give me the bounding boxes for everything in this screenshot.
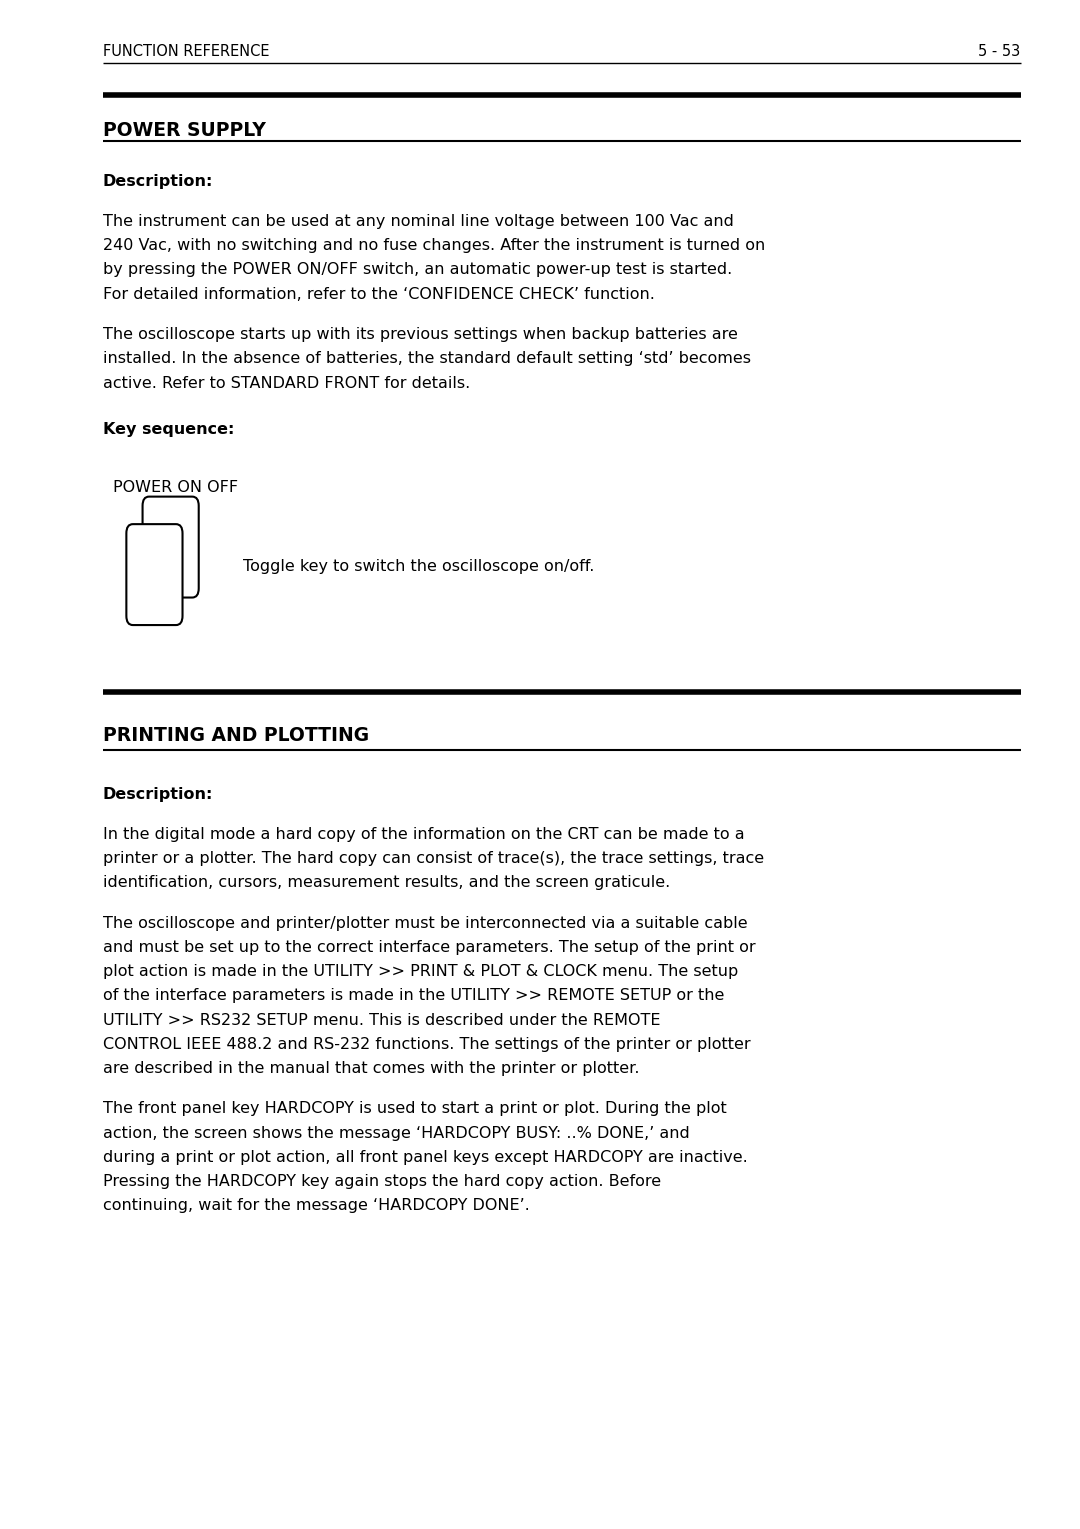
Text: 240 Vac, with no switching and no fuse changes. After the instrument is turned o: 240 Vac, with no switching and no fuse c… xyxy=(103,239,765,254)
Text: PRINTING AND PLOTTING: PRINTING AND PLOTTING xyxy=(103,726,368,745)
FancyBboxPatch shape xyxy=(143,497,199,598)
Text: POWER SUPPLY: POWER SUPPLY xyxy=(103,121,266,139)
Text: The oscilloscope and printer/plotter must be interconnected via a suitable cable: The oscilloscope and printer/plotter mus… xyxy=(103,916,747,931)
Text: action, the screen shows the message ‘HARDCOPY BUSY: ..% DONE,’ and: action, the screen shows the message ‘HA… xyxy=(103,1125,689,1141)
Text: Toggle key to switch the oscilloscope on/off.: Toggle key to switch the oscilloscope on… xyxy=(243,560,594,575)
Text: installed. In the absence of batteries, the standard default setting ‘std’ becom: installed. In the absence of batteries, … xyxy=(103,352,751,367)
Text: POWER ON OFF: POWER ON OFF xyxy=(113,480,239,495)
Text: The oscilloscope starts up with its previous settings when backup batteries are: The oscilloscope starts up with its prev… xyxy=(103,327,738,342)
Text: 5 - 53: 5 - 53 xyxy=(978,44,1021,60)
Text: For detailed information, refer to the ‘CONFIDENCE CHECK’ function.: For detailed information, refer to the ‘… xyxy=(103,286,654,301)
Text: UTILITY >> RS232 SETUP menu. This is described under the REMOTE: UTILITY >> RS232 SETUP menu. This is des… xyxy=(103,1012,660,1027)
Text: In the digital mode a hard copy of the information on the CRT can be made to a: In the digital mode a hard copy of the i… xyxy=(103,827,744,842)
Text: are described in the manual that comes with the printer or plotter.: are described in the manual that comes w… xyxy=(103,1061,639,1076)
Text: CONTROL IEEE 488.2 and RS-232 functions. The settings of the printer or plotter: CONTROL IEEE 488.2 and RS-232 functions.… xyxy=(103,1037,751,1052)
Text: during a print or plot action, all front panel keys except HARDCOPY are inactive: during a print or plot action, all front… xyxy=(103,1150,747,1165)
Text: of the interface parameters is made in the UTILITY >> REMOTE SETUP or the: of the interface parameters is made in t… xyxy=(103,988,724,1003)
Text: plot action is made in the UTILITY >> PRINT & PLOT & CLOCK menu. The setup: plot action is made in the UTILITY >> PR… xyxy=(103,965,738,979)
Text: Pressing the HARDCOPY key again stops the hard copy action. Before: Pressing the HARDCOPY key again stops th… xyxy=(103,1174,661,1190)
FancyBboxPatch shape xyxy=(126,524,183,625)
Text: continuing, wait for the message ‘HARDCOPY DONE’.: continuing, wait for the message ‘HARDCO… xyxy=(103,1199,529,1212)
Text: Description:: Description: xyxy=(103,174,213,190)
Text: The instrument can be used at any nominal line voltage between 100 Vac and: The instrument can be used at any nomina… xyxy=(103,214,733,229)
Text: by pressing the POWER ON/OFF switch, an automatic power-up test is started.: by pressing the POWER ON/OFF switch, an … xyxy=(103,263,732,277)
Text: Description:: Description: xyxy=(103,787,213,803)
Text: identification, cursors, measurement results, and the screen graticule.: identification, cursors, measurement res… xyxy=(103,875,670,890)
Text: The front panel key HARDCOPY is used to start a print or plot. During the plot: The front panel key HARDCOPY is used to … xyxy=(103,1101,727,1116)
Text: active. Refer to STANDARD FRONT for details.: active. Refer to STANDARD FRONT for deta… xyxy=(103,376,470,390)
Text: Key sequence:: Key sequence: xyxy=(103,422,234,437)
Text: printer or a plotter. The hard copy can consist of trace(s), the trace settings,: printer or a plotter. The hard copy can … xyxy=(103,852,764,865)
Text: and must be set up to the correct interface parameters. The setup of the print o: and must be set up to the correct interf… xyxy=(103,940,755,956)
Text: FUNCTION REFERENCE: FUNCTION REFERENCE xyxy=(103,44,269,60)
